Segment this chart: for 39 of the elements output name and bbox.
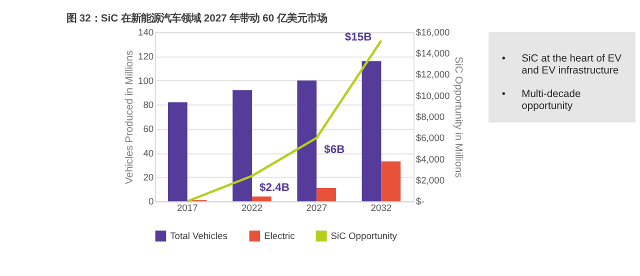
- y2-tick-label: $-: [416, 196, 424, 207]
- y-tick-label: 0: [148, 196, 154, 207]
- x-tick-label: 2017: [176, 202, 198, 214]
- y-tick-label: 100: [138, 74, 154, 86]
- y2-tick-label: $10,000: [416, 90, 450, 101]
- y2-tick-label: $8,000: [416, 111, 445, 122]
- bar: [316, 188, 336, 202]
- text: • Multi-decade opportunity: [502, 88, 581, 112]
- bar: [252, 196, 272, 202]
- y-tick-label: 60: [143, 123, 154, 134]
- y2-tick-label: $14,000: [416, 48, 450, 59]
- y-tick-label: 140: [138, 26, 154, 38]
- y2-tick-label: $6,000: [416, 132, 445, 144]
- bar: [381, 161, 401, 202]
- y2-tick-label: $2,000: [416, 174, 445, 186]
- bar: [362, 61, 382, 202]
- chart-title: 图 32：SiC 在新能源汽车领域 2027 年带动 60 亿美元市场: [66, 12, 327, 24]
- x-tick-label: 2022: [242, 202, 262, 214]
- y-axis-title: Vehicles Produced in Millions: [124, 50, 136, 184]
- x-tick-label: 2027: [306, 202, 328, 214]
- bar: [297, 80, 317, 202]
- y-tick-label: 40: [143, 147, 154, 158]
- annotation: $2.4B: [260, 182, 290, 194]
- y2-axis-title: SiC Opportunity in Millions: [452, 56, 464, 178]
- y-tick-label: 20: [143, 171, 154, 182]
- bar: [168, 102, 188, 202]
- bar: [232, 90, 252, 202]
- y2-tick-label: $4,000: [416, 153, 445, 164]
- annotation: $6B: [324, 144, 345, 156]
- legend-label: Electric: [264, 230, 296, 241]
- x-tick-label: 2032: [370, 202, 392, 214]
- y-tick-label: 120: [138, 50, 154, 62]
- legend-label: Total Vehicles: [170, 230, 228, 241]
- legend-label: SiC Opportunity: [330, 230, 398, 241]
- annotation: $15B: [344, 32, 372, 44]
- y2-tick-label: $16,000: [416, 26, 450, 38]
- y2-tick-label: $12,000: [416, 68, 450, 80]
- text: • SiC at the heart of EV and EV infrastructure: [502, 53, 622, 76]
- y-tick-label: 80: [143, 98, 154, 110]
